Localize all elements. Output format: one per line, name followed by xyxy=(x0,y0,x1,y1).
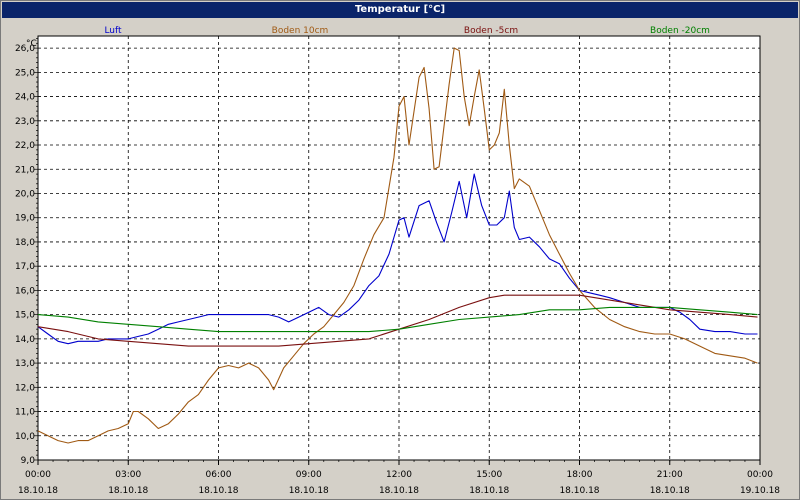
y-tick-label: 9,0 xyxy=(21,456,36,466)
y-tick-label: 24,0 xyxy=(15,93,35,103)
y-tick-label: 13,0 xyxy=(15,359,35,369)
x-tick-date: 18.10.18 xyxy=(469,486,509,496)
series-line-3 xyxy=(37,306,758,333)
series-line-0 xyxy=(37,173,758,345)
plot-border xyxy=(37,35,761,461)
x-tick-time: 06:00 xyxy=(206,470,232,480)
y-tick-label: 18,0 xyxy=(15,238,35,248)
y-tick-label: 10,0 xyxy=(15,432,35,442)
legend-entry: Boden -20cm xyxy=(650,26,710,36)
x-tick-time: 00:00 xyxy=(25,470,51,480)
y-tick-label: 12,0 xyxy=(15,383,35,393)
x-tick-time: 09:00 xyxy=(296,470,322,480)
legend-entry: Luft xyxy=(104,26,122,36)
x-tick-date: 18.10.18 xyxy=(559,486,599,496)
x-tick-time: 18:00 xyxy=(567,470,593,480)
series-line-1 xyxy=(37,47,758,444)
y-tick-label: 16,0 xyxy=(15,286,35,296)
y-tick-label: 26,0 xyxy=(15,44,35,54)
x-tick-time: 15:00 xyxy=(476,470,502,480)
y-tick-label: 22,0 xyxy=(15,141,35,151)
window-title: Temperatur [°C] xyxy=(2,2,798,18)
x-tick-date: 18.10.18 xyxy=(198,486,238,496)
x-tick-time: 00:00 xyxy=(747,470,773,480)
y-tick-label: 17,0 xyxy=(15,262,35,272)
y-tick-label: 11,0 xyxy=(15,408,35,418)
y-tick-label: 19,0 xyxy=(15,214,35,224)
axes: 9,0 10,0 11,0 12,0 13,0 14,0 15,0 16,0 17,0 18,0 1… xyxy=(15,35,780,496)
y-tick-label: 25,0 xyxy=(15,68,35,78)
y-tick-label: 14,0 xyxy=(15,335,35,345)
x-tick-date: 18.10.18 xyxy=(18,486,58,496)
x-tick-date: 18.10.18 xyxy=(289,486,329,496)
y-tick-label: 21,0 xyxy=(15,165,35,175)
legend: Luft Boden 10cm Boden -5cm Boden -20cm xyxy=(104,26,710,36)
x-tick-time: 12:00 xyxy=(386,470,412,480)
y-tick-label: 20,0 xyxy=(15,189,35,199)
legend-entry: Boden -5cm xyxy=(464,26,518,36)
x-tick-date: 18.10.18 xyxy=(650,486,690,496)
x-tick-date: 18.10.18 xyxy=(379,486,419,496)
y-axis-label: °C xyxy=(26,39,37,49)
series-line-2 xyxy=(37,294,758,347)
y-tick-label: 23,0 xyxy=(15,117,35,127)
x-tick-time: 21:00 xyxy=(657,470,683,480)
x-tick-time: 03:00 xyxy=(115,470,141,480)
series-lines xyxy=(37,47,758,444)
y-tick-label: 15,0 xyxy=(15,311,35,321)
x-tick-date: 18.10.18 xyxy=(108,486,148,496)
x-tick-date: 19.10.18 xyxy=(740,486,780,496)
legend-entry: Boden 10cm xyxy=(272,26,329,36)
